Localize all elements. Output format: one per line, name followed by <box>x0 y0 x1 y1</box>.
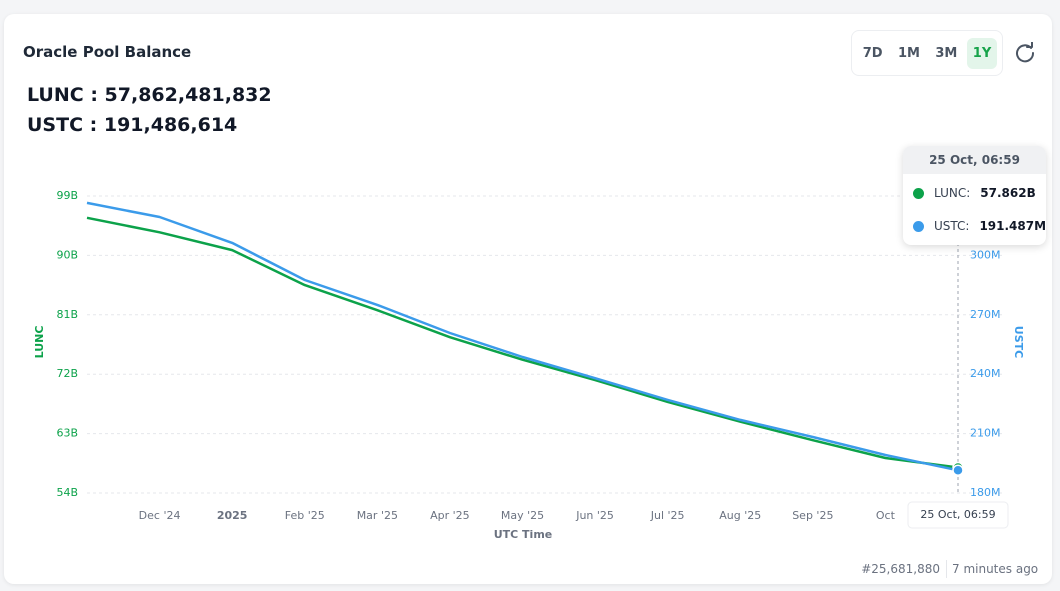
range-button[interactable]: 1Y <box>966 37 998 69</box>
y2-tick-label: 300M <box>970 248 1001 261</box>
x-tick-label: Apr '25 <box>430 509 470 522</box>
card <box>4 14 1052 584</box>
tooltip-dot <box>913 187 924 199</box>
crosshair-label: 25 Oct, 06:59 <box>920 508 995 521</box>
y-tick-label: 81B <box>56 308 78 321</box>
x-tick-label: Mar '25 <box>357 509 398 522</box>
x-tick-label: Feb '25 <box>285 509 325 522</box>
tooltip-row: LUNC: 57.862B <box>913 186 1036 200</box>
range-button[interactable]: 3M <box>935 45 958 61</box>
range-button[interactable]: 1M <box>897 45 920 61</box>
y2-tick-label: 240M <box>970 367 1001 380</box>
y-tick-label: 72B <box>56 367 78 380</box>
tooltip-row: USTC: 191.487M <box>913 219 1046 233</box>
y2-tick-label: 180M <box>970 486 1001 499</box>
y-tick-label: 63B <box>56 427 78 440</box>
x-tick-label: 2025 <box>217 509 248 522</box>
tooltip-dot <box>913 220 924 232</box>
y2-axis-title: USTC <box>1012 326 1025 358</box>
summary: USTC : 191,486,614 <box>27 114 238 136</box>
refresh-button[interactable] <box>1014 42 1036 64</box>
y-tick-label: 54B <box>56 486 78 499</box>
tooltip-value: 191.487M <box>979 219 1046 233</box>
range-button[interactable]: 7D <box>862 45 883 61</box>
range-buttons: 7D 1M 3M 1Y <box>851 30 1003 76</box>
point-marker <box>952 464 964 477</box>
tooltip-value: 57.862B <box>980 186 1036 200</box>
x-tick-label: Jul '25 <box>650 509 685 522</box>
y-tick-label: 99B <box>56 189 78 202</box>
tooltip-title: 25 Oct, 06:59 <box>903 146 1046 174</box>
x-axis-title: UTC Time <box>494 528 553 541</box>
x-tick-label: May '25 <box>501 509 544 522</box>
series-line <box>86 201 959 472</box>
block-number: #25,681,880 <box>861 562 940 576</box>
y-axis-title: LUNC <box>33 326 46 359</box>
updated: 7 minutes ago <box>952 562 1039 576</box>
title: Oracle Pool Balance <box>23 43 192 61</box>
y2-tick-label: 210M <box>970 427 1001 440</box>
tooltip-name: LUNC: <box>934 186 971 200</box>
summary-value: 191,486,614 <box>103 114 238 136</box>
tooltip: 25 Oct, 06:59 LUNC: 57.862B USTC: 191.487M <box>903 146 1046 245</box>
crosshair-label-box <box>907 501 1009 529</box>
series-line <box>86 216 959 469</box>
x-tick-label: Dec '24 <box>139 509 181 522</box>
x-tick-label: Jun '25 <box>575 509 614 522</box>
summary-value: 57,862,481,832 <box>104 84 272 106</box>
x-tick-label: Aug '25 <box>719 509 761 522</box>
separator <box>946 560 947 578</box>
summary: LUNC : 57,862,481,832 <box>27 84 272 106</box>
tooltip-name: USTC: <box>934 219 970 233</box>
x-tick-label: Oct <box>876 509 896 522</box>
x-tick-label: Sep '25 <box>792 509 833 522</box>
summary-label: USTC <box>27 114 84 136</box>
summary-label: LUNC <box>27 84 84 106</box>
y2-tick-label: 270M <box>970 308 1001 321</box>
y-tick-label: 90B <box>56 248 78 261</box>
